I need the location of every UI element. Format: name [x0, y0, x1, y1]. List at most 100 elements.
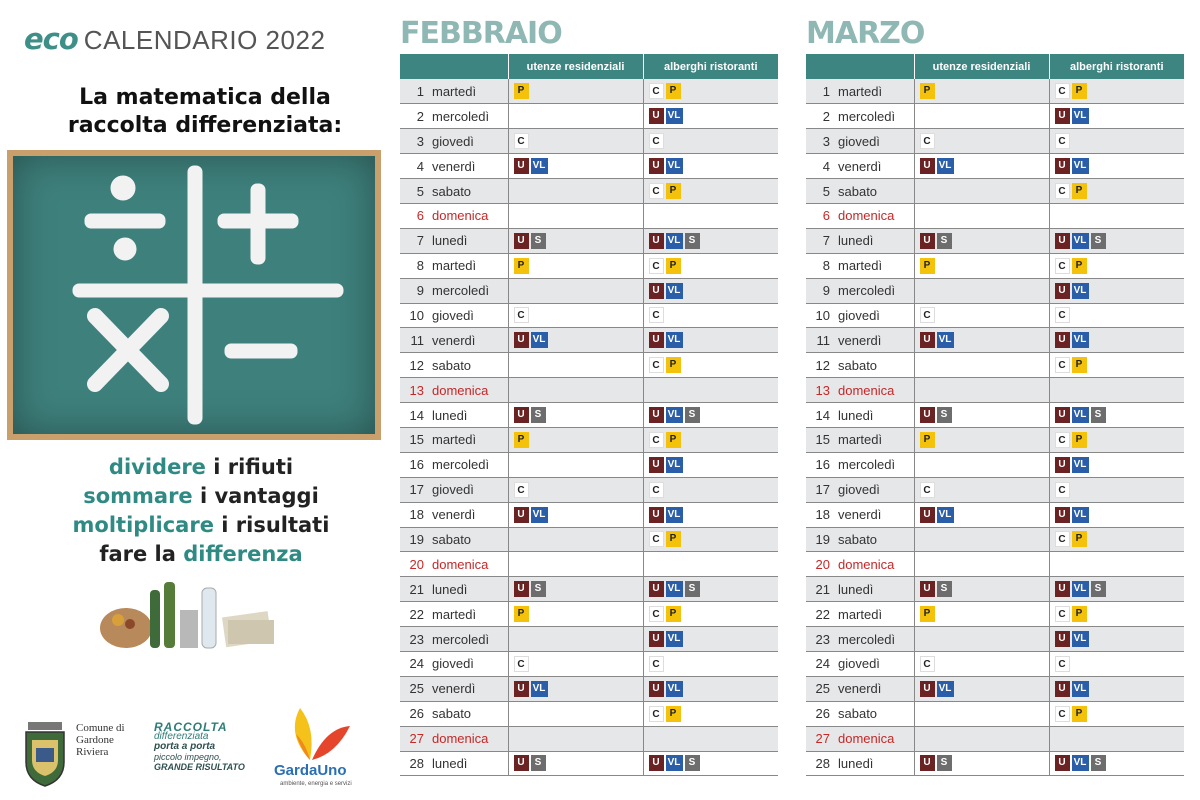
collection-codes: C	[509, 655, 643, 672]
day-cell: 15 martedì	[806, 427, 915, 453]
collection-code-u: U	[648, 456, 664, 473]
collection-codes: C	[1050, 655, 1185, 672]
day-of-week: mercoledì	[838, 631, 896, 647]
day-cell: 18 venerdì	[400, 502, 509, 528]
day-number: 21	[815, 581, 830, 597]
alberghi-cell: C	[643, 128, 778, 155]
day-of-week: lunedì	[432, 581, 468, 597]
day-of-week: mercoledì	[432, 457, 490, 473]
alberghi-cell: U VL S	[643, 576, 778, 603]
alberghi-cell: U VL	[643, 327, 778, 354]
header-alberghi: alberghi ristoranti	[643, 54, 778, 79]
alberghi-cell: U VL	[643, 676, 778, 702]
day-of-week: domenica	[432, 208, 489, 224]
day-number: 18	[409, 507, 424, 523]
day-number: 19	[409, 531, 424, 547]
day-number: 7	[416, 233, 424, 249]
collection-code-c: C	[1054, 83, 1070, 100]
collection-codes: U VL	[509, 506, 643, 523]
collection-code-c: C	[648, 606, 664, 623]
day-of-week: domenica	[838, 731, 895, 747]
collection-code-c: C	[648, 357, 664, 374]
day-of-week: giovedì	[432, 482, 474, 498]
table-row: 18 venerdì U VL U VL	[806, 502, 1184, 528]
collection-codes: U VL	[1050, 158, 1185, 175]
day-cell: 22 martedì	[400, 601, 509, 628]
collection-code-p: P	[665, 606, 681, 623]
alberghi-cell: U VL S	[1049, 228, 1184, 254]
day-of-week: lunedì	[432, 755, 468, 771]
collection-code-u: U	[1054, 108, 1070, 125]
residenziali-cell	[508, 701, 644, 727]
day-of-week: mercoledì	[432, 283, 490, 299]
residenziali-cell	[508, 352, 644, 379]
day-number: 26	[409, 706, 424, 722]
collection-codes: U VL	[915, 506, 1049, 523]
residenziali-cell: P	[914, 79, 1050, 105]
collection-code-s: S	[530, 755, 546, 772]
residenziali-cell	[508, 726, 644, 752]
day-cell: 11 venerdì	[806, 327, 915, 354]
collection-code-s: S	[684, 755, 700, 772]
day-cell: 2 mercoledì	[806, 103, 915, 130]
collection-code-p: P	[665, 83, 681, 100]
collection-code-p: P	[513, 606, 529, 623]
table-row: 14 lunedì U S U VL S	[400, 402, 778, 428]
residenziali-cell	[508, 527, 644, 553]
collection-code-c: C	[1054, 133, 1070, 150]
collection-code-vl: VL	[530, 158, 548, 175]
collection-code-p: P	[665, 357, 681, 374]
day-cell: 28 lunedì	[400, 751, 509, 777]
collection-code-c: C	[1054, 357, 1070, 374]
table-header: utenze residenziali alberghi ristoranti	[400, 54, 778, 79]
alberghi-cell: U VL S	[1049, 402, 1184, 428]
day-number: 11	[816, 332, 831, 348]
table-header: utenze residenziali alberghi ristoranti	[806, 54, 1184, 79]
collection-codes: P	[509, 431, 643, 448]
collection-code-vl: VL	[665, 581, 683, 598]
day-of-week: sabato	[838, 706, 878, 722]
collection-code-c: C	[648, 183, 664, 199]
collection-code-c: C	[1054, 481, 1070, 498]
collection-code-p: P	[1071, 357, 1087, 374]
collection-code-c: C	[648, 481, 664, 498]
table-row: 18 venerdì U VL U VL	[400, 502, 778, 528]
day-number: 13	[409, 382, 424, 398]
collection-code-u: U	[919, 332, 935, 349]
alberghi-cell	[643, 377, 778, 404]
collection-codes: C	[1050, 133, 1185, 150]
collection-code-c: C	[513, 133, 529, 150]
table-row: 14 lunedì U S U VL S	[806, 402, 1184, 428]
collection-code-c: C	[1054, 606, 1070, 623]
day-of-week: sabato	[432, 183, 472, 199]
collection-code-vl: VL	[665, 158, 683, 175]
day-of-week: mercoledì	[838, 283, 896, 299]
slogan-line-3: moltiplicare i risultati	[72, 513, 330, 537]
collection-codes: U VL S	[1050, 581, 1185, 598]
day-cell: 1 martedì	[400, 79, 509, 105]
collection-code-p: P	[513, 431, 529, 448]
day-number: 16	[409, 457, 424, 473]
collection-codes: U VL	[644, 282, 779, 299]
day-cell: 10 giovedì	[806, 303, 915, 329]
day-cell: 26 sabato	[806, 701, 915, 727]
collection-code-c: C	[648, 133, 664, 150]
day-of-week: lunedì	[838, 233, 874, 249]
day-of-week: venerdì	[838, 507, 882, 523]
alberghi-cell: C	[643, 477, 778, 503]
gardauno-name: GardaUno	[274, 762, 347, 779]
collection-code-u: U	[1054, 282, 1070, 299]
day-cell: 27 domenica	[400, 726, 509, 752]
collection-code-u: U	[513, 232, 529, 249]
day-cell: 13 domenica	[806, 377, 915, 404]
day-of-week: domenica	[838, 382, 895, 398]
